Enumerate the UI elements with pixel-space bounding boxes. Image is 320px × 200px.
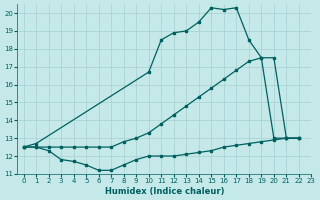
X-axis label: Humidex (Indice chaleur): Humidex (Indice chaleur) — [105, 187, 224, 196]
